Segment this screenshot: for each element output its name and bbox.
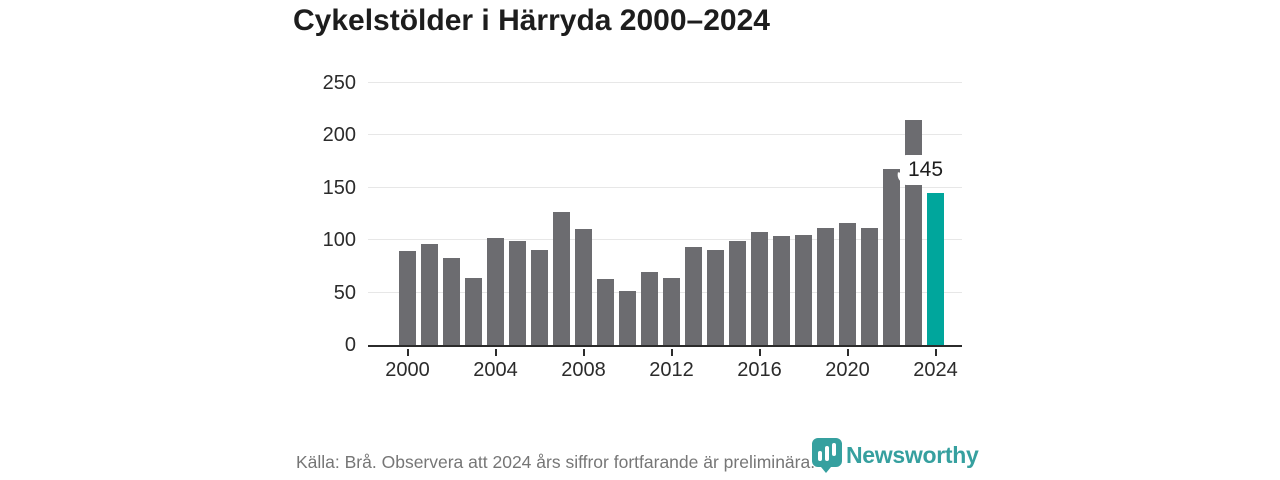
x-axis-label-2020: 2020 <box>825 359 870 381</box>
y-axis-label-150: 150 <box>322 176 356 199</box>
bar-2018 <box>795 234 812 345</box>
bar-2014 <box>707 249 724 345</box>
bar-2020 <box>839 223 856 345</box>
y-axis-label-0: 0 <box>344 334 356 356</box>
x-axis-label-2016: 2016 <box>737 359 782 381</box>
bar-2006 <box>531 249 548 345</box>
bar-chart-plot-area: 145 0 50 100 150 200 250 2000 2004 2008 2012 2016 2… <box>323 73 962 381</box>
bar-2013 <box>685 246 702 345</box>
x-axis-tick-2000 <box>406 349 409 356</box>
bar-2004 <box>487 238 504 345</box>
bar-2001 <box>421 244 438 345</box>
gridline-150 <box>368 186 962 188</box>
bar-2021 <box>861 227 878 345</box>
x-axis-tick-2004 <box>494 349 497 356</box>
newsworthy-pin-icon <box>812 438 842 473</box>
y-axis-label-50: 50 <box>333 281 356 304</box>
x-axis-tick-2024 <box>934 349 937 356</box>
bar-2000 <box>399 250 416 345</box>
bar-2005 <box>509 241 526 345</box>
x-axis-tick-2020 <box>846 349 849 356</box>
source-note: Källa: Brå. Observera att 2024 års siffr… <box>296 452 816 472</box>
bar-2012 <box>663 277 680 345</box>
page-title: Cykelstölder i Härryda 2000–2024 <box>293 4 770 37</box>
bar-2023 <box>905 119 922 345</box>
y-axis-label-100: 100 <box>322 229 356 252</box>
x-axis-tick-2016 <box>758 349 761 356</box>
newsworthy-wordmark: Newsworthy <box>846 442 979 468</box>
bar-2009 <box>597 278 614 345</box>
gridline-200 <box>368 134 962 136</box>
bar-2024 <box>927 193 944 345</box>
bar-2007 <box>553 211 570 345</box>
bar-2017 <box>773 236 790 345</box>
bar-2010 <box>619 290 636 345</box>
highlight-value-label: 145 <box>901 155 947 186</box>
bar-2002 <box>443 258 460 345</box>
x-axis-label-2000: 2000 <box>385 359 430 381</box>
x-axis-label-2012: 2012 <box>649 359 694 381</box>
x-axis-tick-2008 <box>582 349 585 356</box>
x-axis-label-2004: 2004 <box>473 359 518 381</box>
bar-2008 <box>575 228 592 345</box>
bar-2011 <box>641 271 658 345</box>
gridline-100 <box>368 239 962 241</box>
x-axis-tick-2012 <box>670 349 673 356</box>
bar-2019 <box>817 227 834 345</box>
x-axis-label-2024: 2024 <box>913 359 958 381</box>
bar-2003 <box>465 277 482 345</box>
bar-2015 <box>729 241 746 345</box>
bar-2022 <box>883 168 900 345</box>
bar-2016 <box>751 231 768 345</box>
y-axis-label-250: 250 <box>322 72 356 94</box>
gridline-250 <box>368 82 962 83</box>
y-axis-label-200: 200 <box>322 124 356 147</box>
bars-container <box>399 85 944 345</box>
x-axis-label-2008: 2008 <box>561 359 606 381</box>
newsworthy-logo[interactable]: Newsworthy <box>812 438 979 473</box>
